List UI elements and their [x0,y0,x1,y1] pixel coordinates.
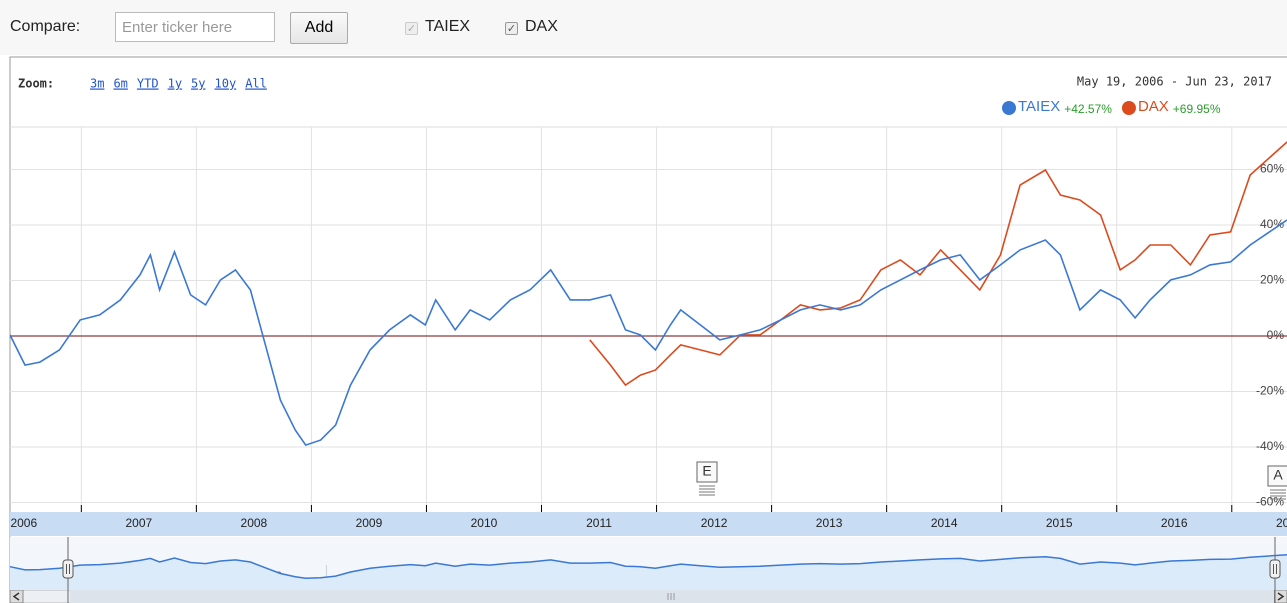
nav-handle-grip [66,564,70,574]
x-tick-label: 2017 [1276,516,1287,530]
zoom-link[interactable]: 5y [191,77,205,91]
annotation-flag [1267,465,1287,487]
legend-name: TAIEX [1018,98,1060,115]
zoom-link[interactable]: 1y [168,77,182,91]
legend-dot [1121,101,1136,115]
add-button[interactable]: Add [290,12,348,44]
x-tick-label: 2008 [241,516,268,530]
zoom-link[interactable]: YTD [137,77,159,91]
zoom-link[interactable]: 6m [113,77,127,91]
nav-line [9,553,1287,579]
legend-dot [1002,101,1016,115]
zoom-link[interactable]: 10y [215,77,237,91]
nav-handle[interactable] [1269,559,1281,579]
zoom-label: Zoom: [18,77,54,91]
zoom-link[interactable]: All [245,77,267,91]
x-tick-label: 2009 [356,516,383,530]
x-tick-label: 2014 [931,516,958,530]
nav-handle-grip [1273,564,1277,574]
legend-change: +42.57% [1064,102,1112,116]
nav-area [10,554,1287,590]
x-tick-label: 2016 [1161,516,1188,530]
y-tick-label: -40% [1256,439,1284,453]
scroll-left[interactable] [9,589,24,603]
x-tick-label: 2011 [586,516,612,530]
x-tick-label: 2007 [125,516,152,530]
annotation-flag [696,461,718,483]
date-range: May 19, 2006 - Jun 23, 2017 [1077,75,1272,89]
y-tick-label: 0% [1267,328,1285,342]
checkbox-label: TAIEX [425,18,471,35]
zoom-link[interactable]: 3m [90,77,104,91]
scroll-grip [667,593,675,600]
scroll-thumb[interactable] [70,590,1274,603]
checkbox[interactable]: ✓ [505,22,518,35]
y-tick-label: -60% [1256,495,1284,509]
y-tick-label: 20% [1260,273,1284,287]
legend-name: DAX [1138,98,1169,115]
scroll-right-arrow [1277,592,1285,601]
x-axis-band [10,512,1287,536]
nav-handle[interactable] [62,559,74,579]
checkbox-label: DAX [525,18,558,35]
x-tick-label: 2006 [10,516,37,530]
legend: TAIEX +42.57% DAX +69.95% [1002,98,1221,116]
ticker-input[interactable]: Enter ticker here [115,12,275,42]
scroll-right[interactable] [1273,589,1287,603]
y-tick-label: 40% [1260,217,1284,231]
x-tick-label: 2013 [816,516,843,530]
annotation-label: E [702,463,711,479]
legend-change: +69.95% [1173,102,1221,116]
series-line [589,141,1287,387]
checkbox[interactable]: ✓ [405,22,418,35]
toolbar: Compare: Enter ticker here Add ✓ TAIEX ✓… [0,0,1287,55]
scroll-left-arrow [12,592,20,601]
x-tick-label: 2015 [1046,516,1073,530]
x-tick-label: 2012 [701,516,728,530]
series-line [10,219,1287,447]
x-tick-label: 2010 [471,516,498,530]
compare-label: Compare: [10,18,81,35]
y-tick-label: -20% [1256,384,1284,398]
y-tick-label: 60% [1260,162,1284,176]
annotation-label: A [1273,467,1283,483]
